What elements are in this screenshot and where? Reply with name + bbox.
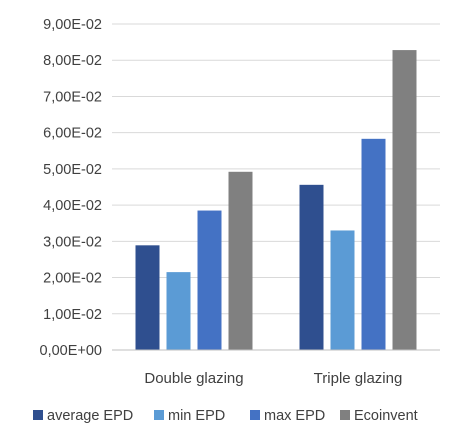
y-tick-label: 9,00E-02 [43,17,102,33]
bar-average-epd-double-glazing [135,245,160,350]
bar-ecoinvent-triple-glazing [392,50,417,351]
bar-min-epd-triple-glazing [330,230,355,350]
y-tick-label: 7,00E-02 [43,89,102,105]
legend-label: Ecoinvent [354,408,418,424]
y-tick-label: 0,00E+00 [40,343,103,359]
x-category-label: Triple glazing [314,370,403,387]
bar-min-epd-double-glazing [166,272,191,350]
y-axis-tick-labels: 0,00E+00 1,00E-02 2,00E-02 3,00E-02 4,00E-02… [40,17,103,359]
bar-max-epd-double-glazing [197,210,222,350]
y-tick-label: 1,00E-02 [43,307,102,323]
legend-swatch [340,410,350,420]
legend-swatch [154,410,164,420]
bar-ecoinvent-double-glazing [228,171,253,350]
bar-max-epd-triple-glazing [361,138,386,350]
gridlines [112,23,440,315]
x-axis-category-labels: Double glazing Triple glazing [144,370,402,387]
legend-swatch [33,410,43,420]
y-tick-label: 8,00E-02 [43,53,102,69]
y-tick-label: 6,00E-02 [43,126,102,142]
bars [135,50,417,351]
legend-label: average EPD [47,408,133,424]
bar-average-epd-triple-glazing [299,184,324,350]
legend-label: max EPD [264,408,325,424]
y-tick-label: 4,00E-02 [43,198,102,214]
legend-swatch [250,410,260,420]
legend: average EPD min EPD max EPD Ecoinvent [33,408,418,424]
y-tick-label: 2,00E-02 [43,271,102,287]
y-tick-label: 5,00E-02 [43,162,102,178]
y-tick-label: 3,00E-02 [43,234,102,250]
legend-label: min EPD [168,408,225,424]
x-category-label: Double glazing [144,370,243,387]
